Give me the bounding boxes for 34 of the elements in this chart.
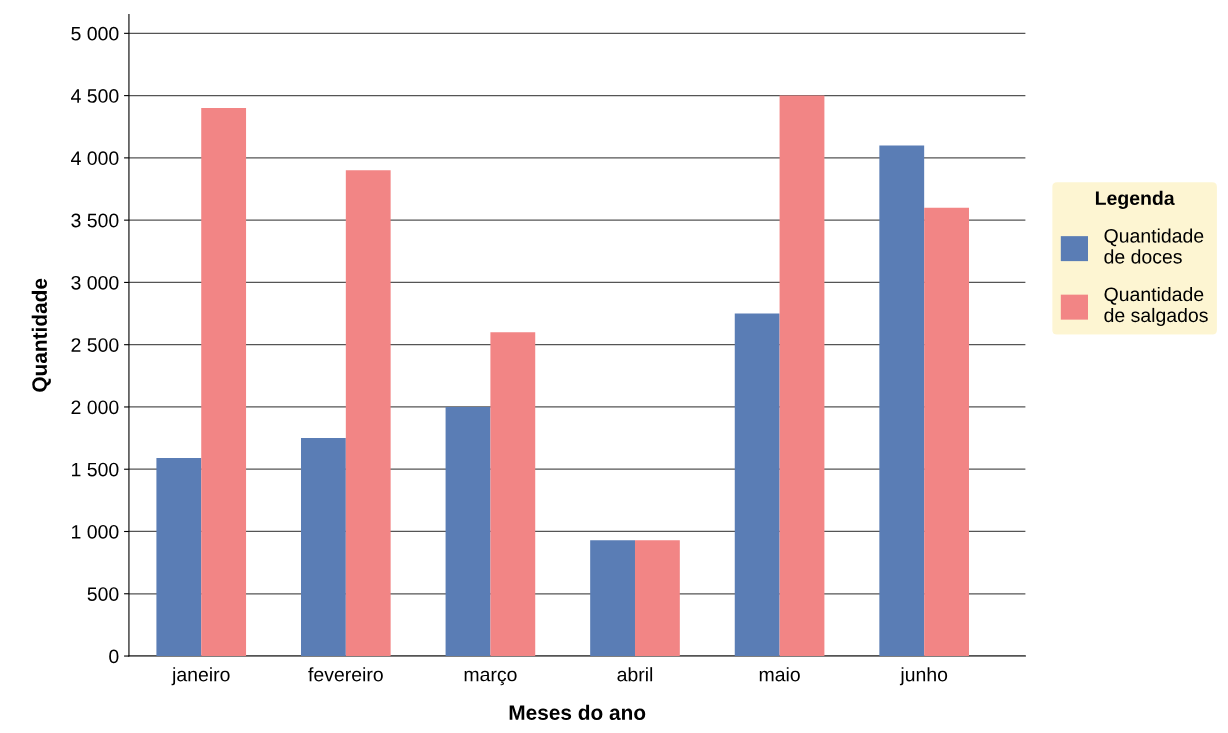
- y-tick-label: 1 500: [72, 462, 119, 477]
- legend-label: Quantidade de doces: [1104, 228, 1204, 264]
- bar: [779, 95, 825, 657]
- legend-title: Legenda: [1095, 190, 1175, 209]
- bar: [879, 145, 925, 657]
- bar: [156, 458, 202, 657]
- bar: [490, 332, 536, 657]
- bar: [924, 207, 969, 657]
- bar: [634, 540, 680, 657]
- y-tick-label: 2 000: [71, 400, 119, 415]
- legend-label: Quantidade de salgados: [1104, 286, 1208, 326]
- x-axis-title: Meses do ano: [509, 704, 646, 721]
- x-tick-label: abril: [617, 667, 653, 682]
- y-tick-label: 500: [87, 587, 119, 601]
- bar: [590, 540, 635, 657]
- bar: [445, 406, 491, 657]
- y-tick-label: 5 000: [71, 26, 119, 41]
- bar: [734, 313, 780, 657]
- y-tick-label: 3 000: [71, 275, 119, 290]
- bar: [301, 438, 346, 657]
- y-tick-label: 4 500: [71, 89, 119, 103]
- y-axis-title: Quantidade: [31, 278, 51, 392]
- x-tick-label: maio: [759, 667, 800, 682]
- y-tick-label: 1 000: [72, 524, 119, 539]
- y-tick-label: 4 000: [71, 151, 119, 166]
- x-tick-label: março: [464, 670, 517, 686]
- y-tick-label: 2 500: [71, 338, 119, 352]
- bar: [201, 108, 247, 657]
- x-tick-label: fevereiro: [308, 667, 383, 682]
- x-tick-label: janeiro: [171, 667, 230, 686]
- y-tick-label: 3 500: [71, 213, 119, 228]
- y-tick-label: 0: [109, 649, 119, 664]
- bar: [345, 170, 391, 657]
- x-tick-label: junho: [899, 667, 948, 686]
